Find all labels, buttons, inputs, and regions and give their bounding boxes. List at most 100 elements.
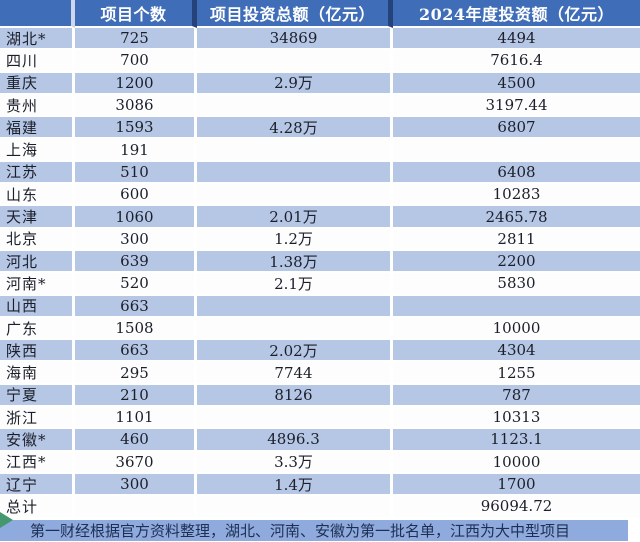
cell-project-count: 663	[75, 295, 197, 318]
cell-project-count	[75, 496, 197, 519]
table-row: 湖北* 725 34869 4494	[0, 28, 640, 51]
cell-project-count: 520	[75, 273, 197, 296]
row-label-province: 总计	[0, 496, 75, 519]
table-row: 江西* 3670 3.3万 10000	[0, 451, 640, 474]
row-label-province: 贵州	[0, 94, 75, 118]
cell-2024-investment: 1255	[393, 362, 640, 385]
cell-2024-investment: 2811	[393, 228, 640, 251]
table-row: 四川 700 7616.4	[0, 50, 640, 73]
row-label-province: 湖北*	[0, 28, 75, 51]
cell-2024-investment: 7616.4	[393, 50, 640, 73]
row-label-province: 陕西	[0, 340, 75, 363]
table-row: 辽宁 300 1.4万 1700	[0, 473, 640, 497]
row-label-province: 宁夏	[0, 384, 75, 408]
cell-total-investment	[197, 139, 393, 162]
table-row: 北京 300 1.2万 2811	[0, 228, 640, 251]
table-row: 天津 1060 2.01万 2465.78	[0, 206, 640, 229]
table-footer: 第一财经根据官方资料整理，湖北、河南、安徽为第一批名单，江西为大中型项目	[0, 519, 640, 542]
cell-project-count: 700	[75, 50, 197, 73]
cell-2024-investment: 6807	[393, 117, 640, 140]
cell-total-investment	[197, 94, 393, 118]
cell-total-investment	[197, 317, 393, 341]
cell-total-investment: 2.9万	[197, 72, 393, 95]
cell-2024-investment: 10000	[393, 317, 640, 341]
row-label-province: 广东	[0, 317, 75, 341]
cell-total-investment: 4.28万	[197, 117, 393, 140]
cell-total-investment: 1.38万	[197, 250, 393, 274]
cell-project-count: 300	[75, 228, 197, 251]
header-total-investment: 项目投资总额（亿元）	[197, 0, 393, 28]
row-label-province: 河北	[0, 250, 75, 274]
row-label-province: 浙江	[0, 407, 75, 430]
row-label-province: 安徽*	[0, 429, 75, 452]
cell-total-investment	[197, 295, 393, 318]
cell-total-investment	[197, 407, 393, 430]
cell-2024-investment: 10283	[393, 184, 640, 207]
header-project-count: 项目个数	[75, 0, 197, 28]
row-label-province: 天津	[0, 206, 75, 229]
cell-2024-investment: 787	[393, 384, 640, 408]
row-label-province: 上海	[0, 139, 75, 162]
cell-total-investment	[197, 496, 393, 519]
row-label-province: 重庆	[0, 72, 75, 95]
table-row: 河北 639 1.38万 2200	[0, 250, 640, 274]
table-row: 上海 191	[0, 139, 640, 162]
table-row: 安徽* 460 4896.3 1123.1	[0, 429, 640, 452]
cell-project-count: 295	[75, 362, 197, 385]
row-label-province: 江西*	[0, 451, 75, 474]
cell-2024-investment: 6408	[393, 161, 640, 185]
cell-2024-investment: 4494	[393, 28, 640, 51]
cell-project-count: 1508	[75, 317, 197, 341]
cell-project-count: 1060	[75, 206, 197, 229]
row-label-province: 山东	[0, 184, 75, 207]
cell-2024-investment	[393, 295, 640, 318]
cell-total-investment: 4896.3	[197, 429, 393, 452]
table-header-row: 项目个数 项目投资总额（亿元） 2024年度投资额（亿元）	[0, 0, 640, 28]
footer-note-strip: 第一财经根据官方资料整理，湖北、河南、安徽为第一批名单，江西为大中型项目	[0, 520, 628, 541]
table-row: 宁夏 210 8126 787	[0, 384, 640, 408]
cell-total-investment	[197, 50, 393, 73]
row-label-province: 四川	[0, 50, 75, 73]
cell-project-count: 663	[75, 340, 197, 363]
table-row: 山西 663	[0, 295, 640, 318]
cell-total-investment: 3.3万	[197, 451, 393, 474]
row-label-province: 河南*	[0, 273, 75, 296]
table-row: 福建 1593 4.28万 6807	[0, 117, 640, 140]
cell-2024-investment	[393, 139, 640, 162]
row-label-province: 辽宁	[0, 473, 75, 497]
table-row: 浙江 1101 10313	[0, 407, 640, 430]
cell-project-count: 210	[75, 384, 197, 408]
row-label-province: 北京	[0, 228, 75, 251]
cell-total-investment	[197, 161, 393, 185]
cell-total-investment: 8126	[197, 384, 393, 408]
cell-2024-investment: 2465.78	[393, 206, 640, 229]
source-note: 第一财经根据官方资料整理，湖北、河南、安徽为第一批名单，江西为大中型项目	[30, 522, 571, 540]
header-corner-cell	[0, 0, 75, 28]
row-label-province: 海南	[0, 362, 75, 385]
cell-project-count: 300	[75, 473, 197, 497]
cell-2024-investment: 5830	[393, 273, 640, 296]
cell-2024-investment: 10000	[393, 451, 640, 474]
cell-total-investment: 34869	[197, 28, 393, 51]
cell-2024-investment: 96094.72	[393, 496, 640, 519]
table-row: 江苏 510 6408	[0, 161, 640, 185]
table-row: 山东 600 10283	[0, 184, 640, 207]
row-label-province: 山西	[0, 295, 75, 318]
cell-2024-investment: 2200	[393, 250, 640, 274]
table-row: 总计 96094.72	[0, 496, 640, 519]
row-label-province: 江苏	[0, 161, 75, 185]
cell-project-count: 510	[75, 161, 197, 185]
table-row: 海南 295 7744 1255	[0, 362, 640, 385]
cell-total-investment: 2.02万	[197, 340, 393, 363]
cell-total-investment	[197, 184, 393, 207]
cell-project-count: 1101	[75, 407, 197, 430]
cell-2024-investment: 3197.44	[393, 94, 640, 118]
cell-total-investment: 1.2万	[197, 228, 393, 251]
cell-2024-investment: 4500	[393, 72, 640, 95]
cell-2024-investment: 10313	[393, 407, 640, 430]
corner-marker-icon	[0, 512, 13, 528]
table-row: 贵州 3086 3197.44	[0, 94, 640, 118]
cell-project-count: 1200	[75, 72, 197, 95]
cell-project-count: 600	[75, 184, 197, 207]
row-label-province: 福建	[0, 117, 75, 140]
